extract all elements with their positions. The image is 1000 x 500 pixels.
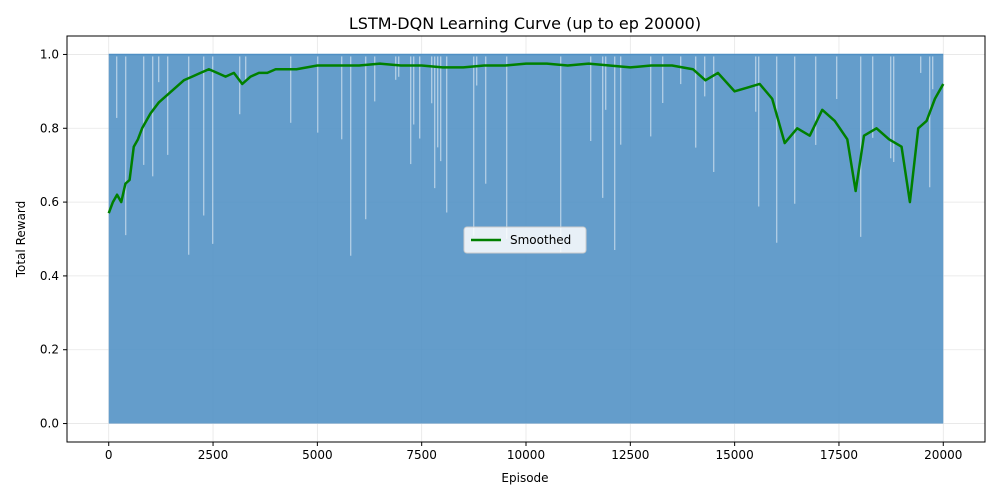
x-tick-label: 7500 — [406, 448, 437, 462]
y-tick-label: 1.0 — [40, 47, 59, 61]
chart-title: LSTM-DQN Learning Curve (up to ep 20000) — [349, 14, 701, 33]
x-tick-label: 5000 — [302, 448, 333, 462]
y-tick-label: 0.6 — [40, 195, 59, 209]
x-tick-label: 0 — [105, 448, 113, 462]
x-tick-label: 15000 — [716, 448, 754, 462]
y-tick-label: 0.8 — [40, 121, 59, 135]
x-tick-label: 2500 — [198, 448, 229, 462]
x-tick-label: 10000 — [507, 448, 545, 462]
x-tick-label: 17500 — [820, 448, 858, 462]
y-axis-label: Total Reward — [14, 201, 28, 279]
x-tick-label: 20000 — [924, 448, 962, 462]
smoothed-series — [107, 62, 945, 214]
x-tick-label: 12500 — [611, 448, 649, 462]
smoothed-line — [107, 62, 945, 214]
legend-label-smoothed: Smoothed — [510, 233, 571, 247]
y-axis-ticks: 0.0 0.2 0.4 0.6 0.8 1.0 — [40, 47, 67, 431]
y-tick-label: 0.2 — [40, 343, 59, 357]
legend-box — [463, 226, 587, 254]
y-tick-label: 0.0 — [40, 417, 59, 431]
y-tick-label: 0.4 — [40, 269, 59, 283]
legend: Smoothed — [463, 226, 587, 254]
x-axis-ticks: 0 2500 5000 7500 10000 12500 15000 17500 20000 — [105, 442, 962, 462]
x-axis-label: Episode — [501, 471, 548, 485]
